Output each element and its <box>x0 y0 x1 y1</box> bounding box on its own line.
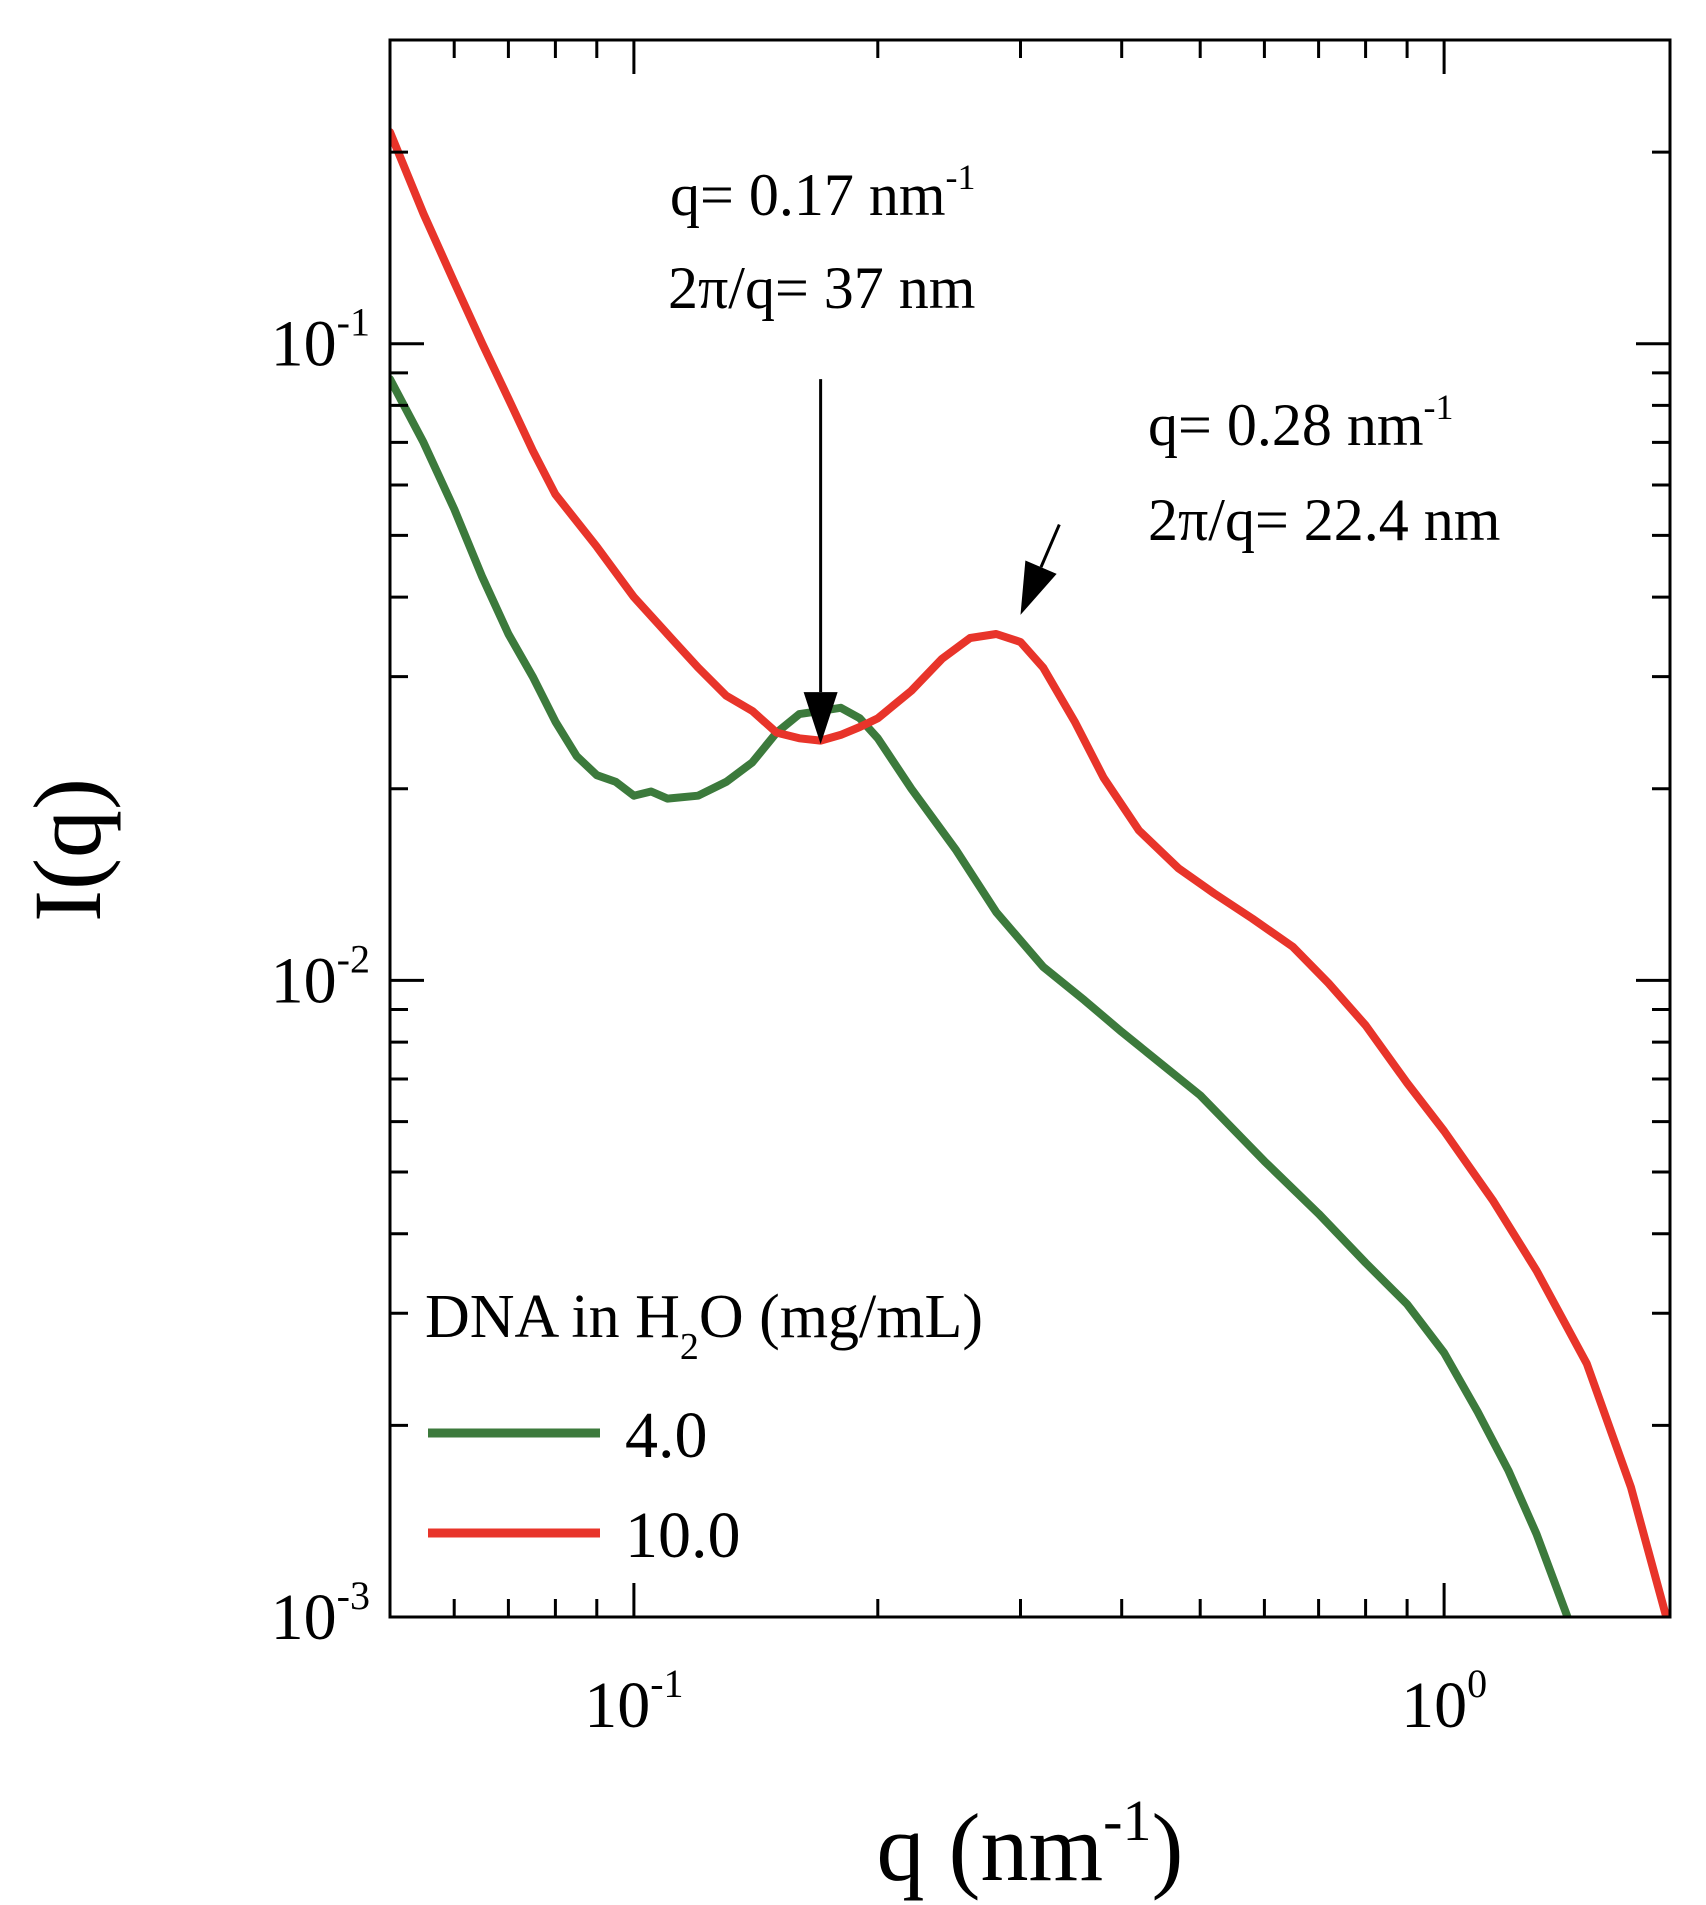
annotation-arrowhead-2 <box>1020 560 1057 615</box>
annotation-2-line1: q= 0.28 nm-1 <box>1148 387 1454 458</box>
annotation-1-line2: 2π/q= 37 nm <box>668 255 975 321</box>
x-axis-label: q (nm-1) <box>877 1788 1184 1901</box>
plot-frame <box>388 38 1672 1619</box>
series-line-10-0 <box>390 128 1670 1617</box>
annotation-1-line1: q= 0.17 nm-1 <box>670 157 976 228</box>
legend-title: DNA in H2O (mg/mL) <box>425 1283 983 1368</box>
annotation-arrow-2 <box>1039 523 1061 568</box>
y-axis-label: I(q) <box>14 778 121 922</box>
legend-label-10-0: 10.0 <box>625 1499 741 1572</box>
annotation-arrowhead-1 <box>803 692 838 745</box>
x-tick-label: 10-1 <box>584 1661 683 1742</box>
tick-labels: 10-1 100 10-3 10-2 10-1 <box>271 300 1487 1742</box>
series-layer <box>390 128 1670 1617</box>
axis-ticks <box>388 38 1670 1619</box>
annotation-peak-2: q= 0.28 nm-1 2π/q= 22.4 nm <box>1148 387 1500 553</box>
annotation-2-line2: 2π/q= 22.4 nm <box>1148 487 1500 553</box>
annotation-arrows <box>803 379 1061 745</box>
x-tick-label: 100 <box>1401 1661 1487 1742</box>
y-tick-label: 10-1 <box>271 300 370 381</box>
annotation-peak-1: q= 0.17 nm-1 2π/q= 37 nm <box>668 157 976 321</box>
y-tick-label: 10-2 <box>271 936 370 1017</box>
legend: DNA in H2O (mg/mL) 4.0 10.0 <box>425 1283 983 1572</box>
y-tick-label: 10-3 <box>271 1573 370 1654</box>
legend-label-4-0: 4.0 <box>625 1399 708 1472</box>
